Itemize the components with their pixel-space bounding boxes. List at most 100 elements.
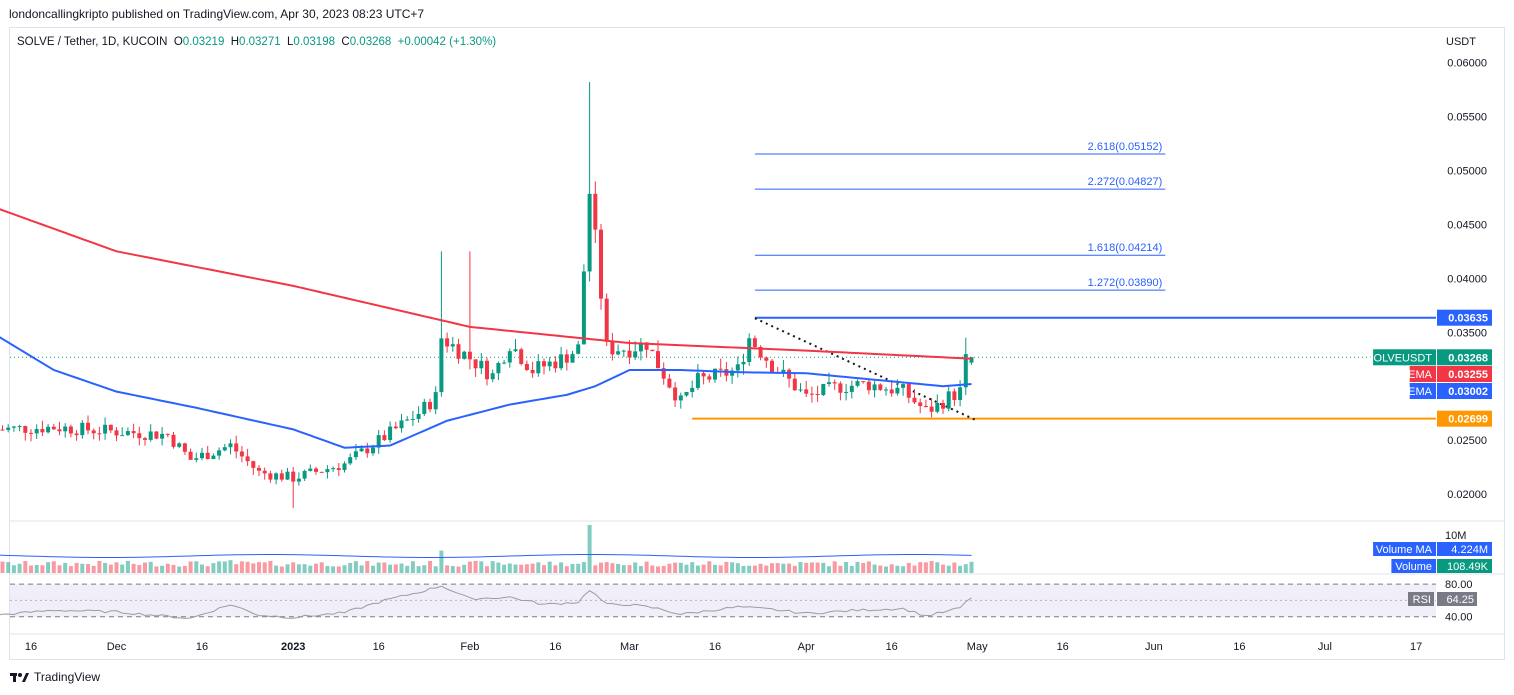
tradingview-brand: TradingView: [34, 670, 101, 684]
volume-bar: [428, 560, 432, 573]
candle-body: [861, 381, 866, 383]
volume-bar: [929, 561, 934, 573]
candle-body: [866, 381, 871, 391]
volume-bar: [855, 561, 860, 573]
candle-body: [399, 420, 404, 429]
volume-bar: [74, 562, 79, 573]
volume-bar: [536, 562, 541, 573]
candle-body: [667, 378, 672, 388]
x-tick-label: 2023: [281, 641, 305, 653]
candle-body: [633, 351, 638, 358]
volume-bar: [302, 564, 307, 573]
ema-fast-badge: 0.03002: [1448, 386, 1488, 398]
candle-body: [456, 344, 461, 359]
candle-body: [872, 384, 877, 391]
volume-bar: [285, 564, 290, 573]
open-label: O: [173, 36, 183, 48]
candle-body: [530, 369, 535, 374]
candle-body: [188, 451, 193, 460]
candlesticks: [0, 81, 974, 509]
volume-bar: [114, 562, 119, 573]
volume-bar: [838, 565, 843, 573]
x-tick-label: Apr: [798, 641, 815, 653]
volume-bar: [439, 550, 444, 573]
candle-body: [490, 373, 495, 380]
candle-body: [274, 473, 279, 480]
candle-body: [325, 469, 330, 473]
volume-bar: [616, 564, 621, 573]
volume-bar: [319, 562, 324, 573]
volume-bar: [40, 565, 45, 573]
volume-bar: [678, 562, 683, 573]
candle-body: [314, 468, 318, 472]
tradingview-logo[interactable]: TradingView: [10, 670, 100, 684]
volume-bar: [958, 565, 963, 573]
resistance-badge: 0.03635: [1448, 313, 1488, 325]
volume-badge-label-bg: [1391, 559, 1436, 573]
volume-bar: [348, 562, 353, 573]
volume-bar: [884, 566, 888, 573]
volume-bar: [752, 565, 757, 573]
candle-body: [97, 433, 102, 435]
candle-body: [564, 354, 569, 363]
candle-body: [34, 428, 39, 434]
volume-bar: [450, 566, 455, 573]
volume-bar: [314, 563, 318, 573]
volume-bar: [627, 565, 632, 573]
volume-bar: [433, 566, 438, 573]
volume-bar: [895, 565, 900, 573]
volume-bar: [251, 563, 256, 573]
volume-bar: [485, 566, 489, 573]
volume-bar: [656, 566, 660, 573]
candle-body: [906, 384, 911, 398]
volume-bar: [399, 563, 404, 573]
candle-body: [143, 438, 147, 440]
volume-bar: [918, 562, 923, 573]
candle-body: [182, 443, 187, 452]
volume-bar: [872, 564, 877, 573]
y-tick-label: 0.04500: [1447, 219, 1487, 231]
candle-body: [416, 413, 421, 419]
candle-body: [781, 369, 786, 373]
candle-body: [513, 349, 518, 352]
candle-body: [581, 271, 586, 345]
candle-body: [918, 402, 923, 407]
x-tick-label: 16: [373, 641, 385, 653]
ema-slow-badge: 0.03255: [1448, 369, 1488, 381]
x-tick-label: 16: [709, 641, 721, 653]
volume-bar: [120, 564, 125, 573]
volume-bar: [217, 561, 222, 573]
volume-bar: [239, 561, 244, 573]
volume-bar: [23, 561, 28, 573]
x-tick-label: 16: [196, 641, 208, 653]
candle-body: [57, 429, 62, 432]
candle-body: [809, 393, 814, 395]
publisher-line: londoncallingkripto published on Trading…: [9, 7, 425, 21]
volume-bar: [359, 565, 364, 573]
y-tick-label: 0.02000: [1447, 489, 1487, 501]
rsi-label: RSI: [1413, 594, 1431, 606]
candle-body: [234, 443, 239, 452]
volume-bar: [137, 565, 142, 573]
last-price-badge-prefix-bg: [1373, 349, 1436, 366]
candle-body: [827, 382, 831, 384]
support-badge: 0.02699: [1448, 414, 1488, 426]
volume-bar: [479, 561, 484, 573]
volume-bar: [507, 563, 512, 573]
close-value: 0.03268: [349, 36, 392, 48]
volume-bar: [388, 564, 393, 573]
candle-body: [194, 458, 199, 460]
candle-body: [804, 389, 809, 394]
volume-bar: [701, 564, 706, 573]
y-tick-label: 0.03500: [1447, 327, 1487, 339]
volume-bar: [205, 566, 210, 573]
candle-body: [296, 478, 301, 482]
candle-body: [445, 338, 450, 347]
y-tick-label: 0.04000: [1447, 273, 1487, 285]
volume-badge-label: Volume: [1395, 561, 1432, 573]
ema-line-fast: [0, 336, 972, 449]
volume-bar: [125, 560, 130, 573]
volume-bar: [63, 562, 68, 573]
support-badge-bg: [1437, 410, 1492, 427]
